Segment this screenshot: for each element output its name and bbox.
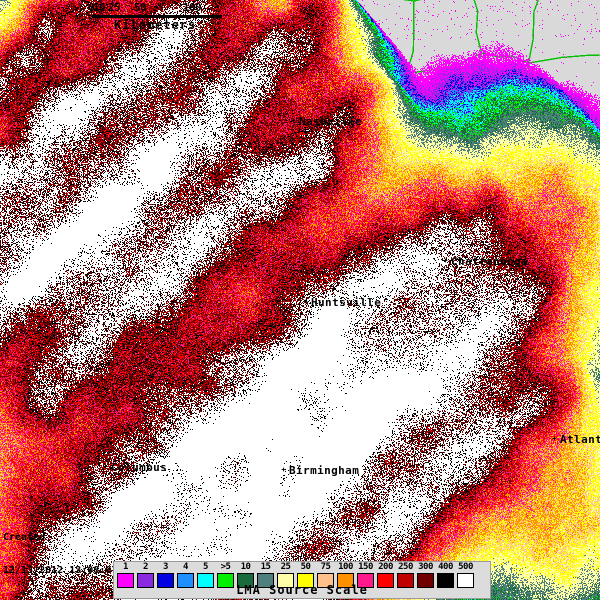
legend-entry-swatch — [357, 573, 374, 588]
created-stamp: Created 12/13/2012 13:08:07 — [3, 510, 117, 598]
legend-entry-swatch — [397, 573, 414, 588]
legend-entry: 250 — [396, 563, 415, 588]
legend-entry-swatch — [377, 573, 394, 588]
legend-entry-swatch — [217, 573, 234, 588]
legend-entry-swatch — [117, 573, 134, 588]
legend-title: LMA Source Scale — [236, 583, 368, 597]
legend-entry-label: 25 — [280, 562, 291, 572]
legend-entry: 15 — [256, 563, 275, 588]
legend-entry: >5 — [216, 563, 235, 588]
scale-bar-ticks: 0 10 25 50 100 — [87, 1, 228, 14]
legend-entry: 150 — [356, 563, 375, 588]
legend-entry-label: 1 — [123, 562, 128, 572]
legend-entry-label: 3 — [163, 562, 168, 572]
legend-entry: 100 — [336, 563, 355, 588]
legend-entry: 50 — [296, 563, 315, 588]
legend-entry-label: 100 — [338, 562, 353, 572]
legend-entry-label: 15 — [260, 562, 271, 572]
legend-entry-swatch — [337, 573, 354, 588]
legend-entry-label: 10 — [240, 562, 251, 572]
legend-entry-label: 2 — [143, 562, 148, 572]
legend-entry-swatch — [197, 573, 214, 588]
legend-entry: 300 — [416, 563, 435, 588]
legend-entry-swatch — [317, 573, 334, 588]
legend-entry-swatch — [277, 573, 294, 588]
legend-entry-label: 200 — [378, 562, 393, 572]
legend-entry: 1 — [116, 563, 135, 588]
scale-tick-label: 25 — [107, 1, 121, 14]
scale-bar-unit: Kilometers — [114, 18, 197, 32]
legend-entry-swatch — [237, 573, 254, 588]
legend-swatch-row: 1 2 3 4 5 >5 10 15 25 50 75 100 150 200 250 300 400 500 — [116, 563, 475, 588]
legend-entry-label: 75 — [320, 562, 331, 572]
legend-entry: 500 — [456, 563, 475, 588]
legend-entry-label: 250 — [398, 562, 413, 572]
legend-entry: 5 — [196, 563, 215, 588]
legend-entry-swatch — [177, 573, 194, 588]
scale-tick-label: 100 — [182, 1, 202, 14]
legend-entry-swatch — [157, 573, 174, 588]
legend-entry: 75 — [316, 563, 335, 588]
legend-entry-label: 50 — [300, 562, 311, 572]
created-label: Created — [3, 532, 46, 543]
legend-panel: 1 2 3 4 5 >5 10 15 25 50 75 100 150 200 250 300 400 500 L… — [113, 561, 491, 599]
legend-entry: 10 — [236, 563, 255, 588]
scale-tick-label: 50 — [133, 1, 147, 14]
created-timestamp: 12/13/2012 13:08:07 — [3, 565, 118, 576]
legend-entry-label: >5 — [220, 562, 231, 572]
legend-entry: 200 — [376, 563, 395, 588]
legend-entry: 2 — [136, 563, 155, 588]
legend-entry: 400 — [436, 563, 455, 588]
scale-tick-label: 0 — [87, 1, 95, 14]
legend-entry-label: 4 — [183, 562, 188, 572]
legend-entry-swatch — [457, 573, 474, 588]
legend-entry-label: 300 — [418, 562, 433, 572]
legend-entry-swatch — [417, 573, 434, 588]
legend-entry: 3 — [156, 563, 175, 588]
legend-entry-label: 5 — [203, 562, 208, 572]
legend-entry-swatch — [257, 573, 274, 588]
scale-bar-line — [92, 15, 222, 18]
scale-tick-label: 10 — [92, 1, 106, 14]
legend-entry-label: 150 — [358, 562, 373, 572]
legend-entry-swatch — [437, 573, 454, 588]
legend-entry: 25 — [276, 563, 295, 588]
legend-entry-swatch — [297, 573, 314, 588]
legend-entry-swatch — [137, 573, 154, 588]
legend-entry-label: 500 — [458, 562, 473, 572]
legend-entry-label: 400 — [438, 562, 453, 572]
legend-entry: 4 — [176, 563, 195, 588]
scale-bar: 0 10 25 50 100 Kilometers — [87, 1, 228, 32]
